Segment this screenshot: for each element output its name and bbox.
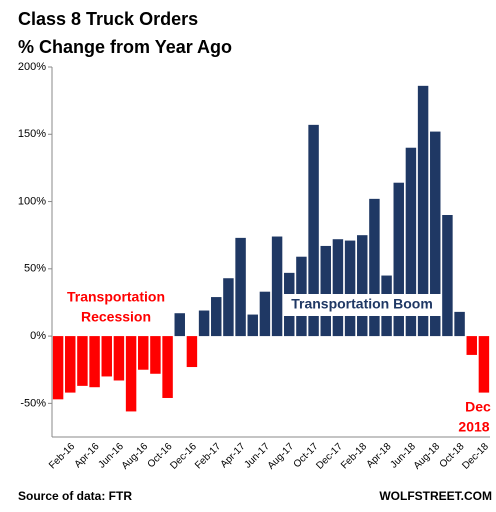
x-tick-label: Feb-16 xyxy=(47,441,77,471)
annotation-box xyxy=(284,294,441,316)
bar xyxy=(357,235,368,337)
bar xyxy=(308,124,319,337)
bar xyxy=(454,311,465,337)
bar xyxy=(138,336,149,370)
y-tick-label: 0% xyxy=(30,330,46,342)
bar xyxy=(332,239,344,337)
bar xyxy=(174,313,185,337)
x-tick-label: Dec-18 xyxy=(460,441,491,472)
bar xyxy=(405,147,417,337)
bar xyxy=(271,236,283,337)
x-tick-label: Dec-16 xyxy=(168,441,199,472)
chart-subtitle: % Change from Year Ago xyxy=(18,37,232,57)
y-tick-label: 100% xyxy=(18,195,46,207)
annotation: Recession xyxy=(81,309,151,325)
source: Source of data: FTR xyxy=(18,489,132,503)
y-tick-label: 200% xyxy=(18,61,46,73)
x-tick-label: Aug-18 xyxy=(412,441,443,472)
y-tick-label: 50% xyxy=(24,263,46,275)
bar xyxy=(369,198,380,337)
bar xyxy=(52,336,64,400)
x-tick-label: Apr-17 xyxy=(219,441,248,470)
bar xyxy=(223,278,234,337)
annotation: Dec xyxy=(465,399,491,415)
annotation: Transportation xyxy=(67,289,165,305)
bar xyxy=(198,310,210,337)
bar xyxy=(417,85,429,337)
credit: WOLFSTREET.COM xyxy=(379,489,492,503)
bar xyxy=(478,336,490,393)
bar xyxy=(247,314,258,337)
bar xyxy=(211,297,222,337)
x-tick-label: Apr-18 xyxy=(365,441,394,470)
bar xyxy=(65,336,76,393)
x-tick-label: Feb-17 xyxy=(193,441,223,471)
x-tick-label: Dec-17 xyxy=(314,441,345,472)
bar xyxy=(186,336,198,368)
y-tick-label: -50% xyxy=(20,397,46,409)
bar xyxy=(466,336,477,355)
chart-title: Class 8 Truck Orders xyxy=(18,9,198,29)
annotation: Transportation Boom xyxy=(291,296,433,312)
bar xyxy=(259,291,271,337)
bar xyxy=(430,131,441,337)
annotation: 2018 xyxy=(458,419,489,435)
bar xyxy=(442,215,453,337)
bar xyxy=(89,336,100,388)
bar xyxy=(77,336,88,386)
bar xyxy=(235,237,246,337)
bar xyxy=(125,336,137,412)
x-tick-label: Feb-18 xyxy=(339,441,369,471)
y-tick-label: 150% xyxy=(18,128,46,140)
bar xyxy=(101,336,112,377)
bar xyxy=(150,336,161,374)
x-tick-label: Apr-16 xyxy=(73,441,102,470)
bar xyxy=(344,240,356,337)
bar xyxy=(320,245,331,337)
bar xyxy=(393,182,404,337)
bar xyxy=(162,336,173,398)
x-tick-label: Aug-17 xyxy=(266,441,297,472)
x-tick-label: Aug-16 xyxy=(120,441,151,472)
bar xyxy=(113,336,125,381)
